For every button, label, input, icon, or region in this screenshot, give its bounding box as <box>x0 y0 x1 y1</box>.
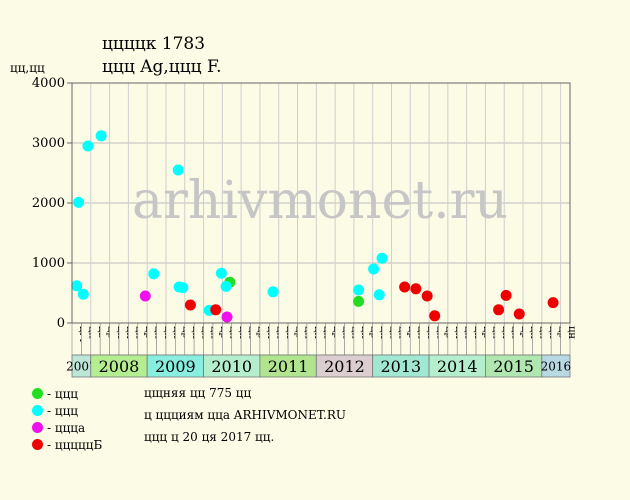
year-label: 2007 <box>66 359 97 373</box>
y-axis: 0 1000 2000 3000 4000 <box>32 76 72 331</box>
info-block: цщняя цц 775 цц ц ццциям ццa ARHIVMONET.… <box>144 382 346 448</box>
year-label: 2016 <box>541 359 572 373</box>
data-point <box>500 289 512 301</box>
legend-marker <box>32 388 43 399</box>
chart-title-line1: ццццк 1783 <box>102 34 206 54</box>
legend-item: - ццц <box>32 402 102 419</box>
data-point <box>429 310 441 322</box>
data-point <box>172 164 184 176</box>
month-label: цн <box>566 326 577 339</box>
year-label: 2010 <box>211 357 252 376</box>
y-tick-label: 3000 <box>32 136 65 151</box>
legend-label: - цццццБ <box>47 437 103 452</box>
data-point <box>73 196 85 208</box>
data-point <box>353 295 365 307</box>
year-label: 2012 <box>324 357 365 376</box>
legend: - ццц - ццц - ццца - цццццБ <box>32 385 102 453</box>
data-point <box>376 252 388 264</box>
data-point <box>82 140 94 152</box>
year-label: 2013 <box>381 357 422 376</box>
data-point <box>493 304 505 316</box>
legend-marker <box>32 439 43 450</box>
data-point <box>221 311 233 323</box>
data-point <box>421 290 433 302</box>
legend-item: - цццццБ <box>32 436 102 453</box>
y-tick-label: 2000 <box>32 196 65 211</box>
data-point <box>353 284 365 296</box>
data-point <box>210 304 222 316</box>
y-tick-label: 0 <box>57 316 65 331</box>
data-point <box>77 288 89 300</box>
legend-marker <box>32 422 43 433</box>
data-point <box>368 263 380 275</box>
year-label: 2011 <box>268 357 309 376</box>
x-axis-years: 2007 2008 2009 2010 2011 2012 2013 2014 2015 2016 <box>66 354 572 378</box>
legend-marker <box>32 405 43 416</box>
plot-frame <box>71 82 571 324</box>
data-point <box>399 281 411 293</box>
data-points <box>71 130 559 323</box>
data-point <box>373 289 385 301</box>
y-tick-label: 1000 <box>32 256 65 271</box>
x-axis-months: цгтцкцвцрцнцнцкцрцнцнцкцрцнцнцкцрцнцнцкц… <box>71 322 577 356</box>
data-point <box>547 297 559 309</box>
year-cell <box>541 354 571 378</box>
data-point <box>220 280 232 292</box>
year-label: 2015 <box>493 357 534 376</box>
data-point <box>513 308 525 320</box>
data-point <box>215 267 227 279</box>
data-point <box>139 290 151 302</box>
data-point <box>267 286 279 298</box>
y-tick-label: 4000 <box>32 76 65 91</box>
info-line: ццц ц 20 ця 2017 цц. <box>144 430 275 444</box>
legend-label: - ццц <box>47 403 79 418</box>
chart-title-line2: ццц Ag,ццц F. <box>102 57 222 77</box>
data-point <box>177 282 189 294</box>
data-point <box>410 283 422 295</box>
legend-label: - ццц <box>47 386 79 401</box>
data-point <box>95 130 107 142</box>
data-point <box>71 280 83 292</box>
legend-item: - ццц <box>32 385 102 402</box>
year-label: 2014 <box>437 357 478 376</box>
year-label: 2009 <box>155 357 196 376</box>
data-point <box>184 299 196 311</box>
legend-label: - ццца <box>47 420 86 435</box>
watermark: arhivmonet.ru <box>132 171 508 231</box>
info-line: ц ццциям ццa ARHIVMONET.RU <box>144 408 346 422</box>
info-line: цщняя цц 775 цц <box>144 386 252 400</box>
data-point <box>148 268 160 280</box>
year-label: 2008 <box>99 357 140 376</box>
legend-item: - ццца <box>32 419 102 436</box>
y-axis-unit: цц,цц <box>10 61 45 75</box>
